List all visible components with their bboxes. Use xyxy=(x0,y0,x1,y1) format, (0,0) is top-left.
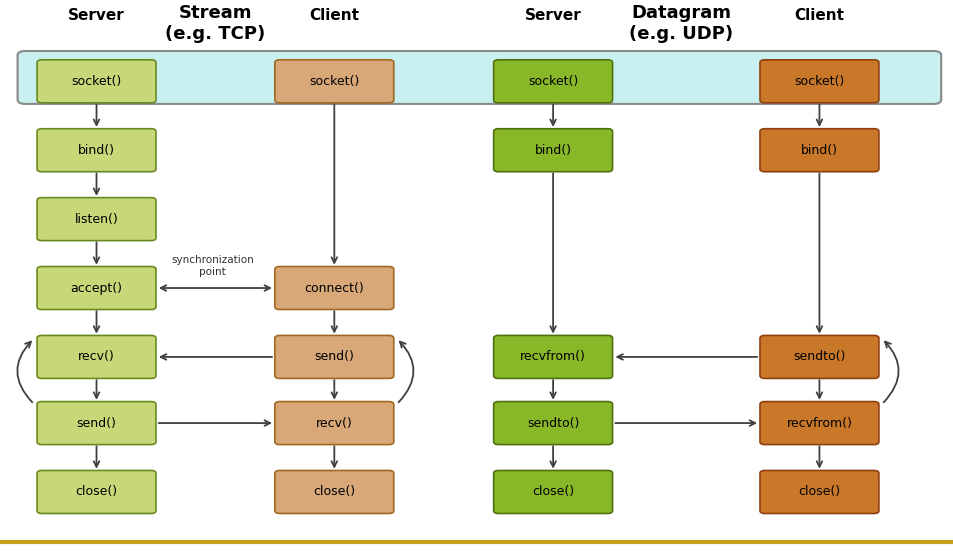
Text: Client: Client xyxy=(794,8,843,23)
Text: recvfrom(): recvfrom() xyxy=(785,417,851,429)
Text: close(): close() xyxy=(798,485,840,499)
Text: socket(): socket() xyxy=(794,75,843,88)
Text: socket(): socket() xyxy=(309,75,359,88)
Text: bind(): bind() xyxy=(78,143,115,157)
FancyBboxPatch shape xyxy=(274,266,394,310)
FancyBboxPatch shape xyxy=(493,60,612,103)
FancyBboxPatch shape xyxy=(37,402,155,444)
FancyBboxPatch shape xyxy=(760,335,878,378)
Text: Stream
(e.g. TCP): Stream (e.g. TCP) xyxy=(165,4,265,43)
Text: close(): close() xyxy=(75,485,117,499)
FancyBboxPatch shape xyxy=(37,129,155,172)
Text: Server: Server xyxy=(68,8,125,23)
Text: synchronization
point: synchronization point xyxy=(171,255,253,277)
Text: close(): close() xyxy=(313,485,355,499)
FancyBboxPatch shape xyxy=(760,402,878,444)
Text: recvfrom(): recvfrom() xyxy=(519,351,585,363)
FancyBboxPatch shape xyxy=(274,60,394,103)
Text: sendto(): sendto() xyxy=(793,351,844,363)
Text: send(): send() xyxy=(76,417,116,429)
FancyBboxPatch shape xyxy=(493,335,612,378)
Text: Client: Client xyxy=(309,8,359,23)
Text: socket(): socket() xyxy=(71,75,122,88)
FancyBboxPatch shape xyxy=(493,470,612,514)
FancyBboxPatch shape xyxy=(760,129,878,172)
FancyBboxPatch shape xyxy=(17,51,941,104)
Text: close(): close() xyxy=(532,485,574,499)
Text: recv(): recv() xyxy=(315,417,353,429)
FancyBboxPatch shape xyxy=(760,470,878,514)
Text: socket(): socket() xyxy=(527,75,578,88)
FancyBboxPatch shape xyxy=(493,402,612,444)
FancyBboxPatch shape xyxy=(37,335,155,378)
Text: Datagram
(e.g. UDP): Datagram (e.g. UDP) xyxy=(629,4,733,43)
FancyBboxPatch shape xyxy=(274,470,394,514)
FancyBboxPatch shape xyxy=(274,335,394,378)
FancyBboxPatch shape xyxy=(37,470,155,514)
Text: bind(): bind() xyxy=(801,143,837,157)
Text: recv(): recv() xyxy=(78,351,114,363)
FancyBboxPatch shape xyxy=(37,60,155,103)
Text: sendto(): sendto() xyxy=(526,417,578,429)
Text: accept(): accept() xyxy=(71,281,122,295)
FancyBboxPatch shape xyxy=(760,60,878,103)
FancyBboxPatch shape xyxy=(274,402,394,444)
Text: connect(): connect() xyxy=(304,281,364,295)
FancyBboxPatch shape xyxy=(37,198,155,240)
Text: bind(): bind() xyxy=(534,143,571,157)
Text: listen(): listen() xyxy=(74,213,118,225)
Text: send(): send() xyxy=(314,351,354,363)
FancyBboxPatch shape xyxy=(37,266,155,310)
Text: Server: Server xyxy=(524,8,581,23)
FancyBboxPatch shape xyxy=(493,129,612,172)
